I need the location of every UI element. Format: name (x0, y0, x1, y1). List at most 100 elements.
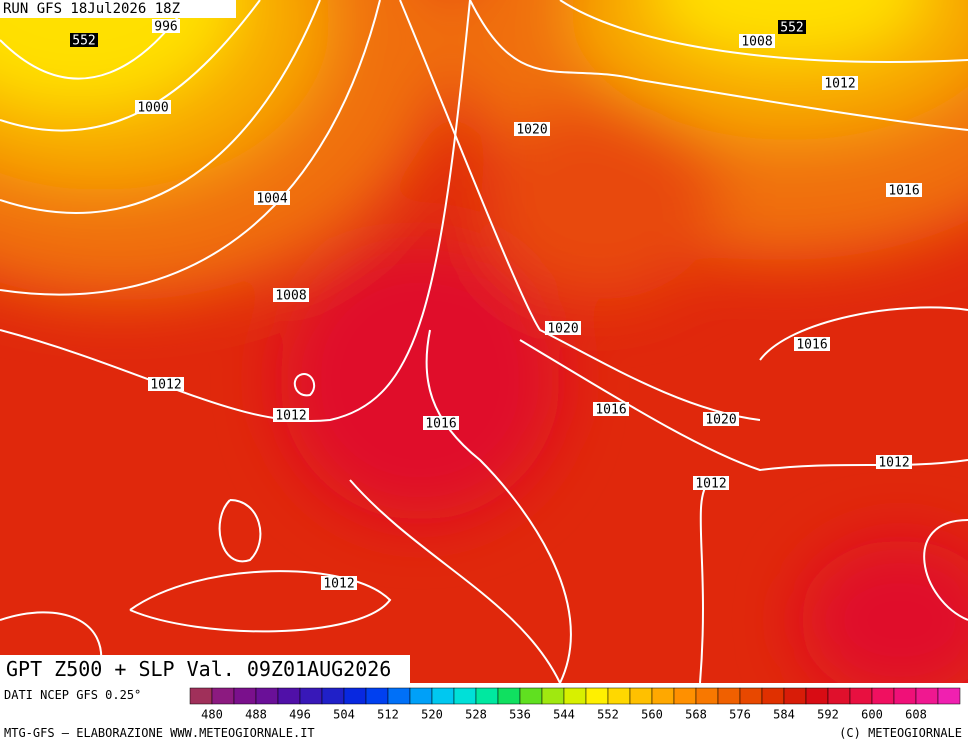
legend-tick-label: 496 (289, 708, 311, 722)
contour-label: 996 (152, 19, 180, 35)
legend-swatch (321, 687, 345, 705)
legend-swatch (783, 687, 807, 705)
legend-swatch (343, 687, 367, 705)
contour-value: 1012 (695, 477, 726, 492)
legend-swatch (673, 687, 697, 705)
legend-tick-label: 480 (201, 708, 223, 722)
label-box (135, 100, 171, 114)
legend-swatch (409, 687, 433, 705)
contour-label: 1012 (321, 576, 357, 592)
contour-label: 1020 (514, 122, 550, 138)
legend-swatch (871, 687, 895, 705)
label-box (886, 183, 922, 197)
legend-tick-label: 584 (773, 708, 795, 722)
legend-swatch (541, 687, 565, 705)
label-box (423, 416, 459, 430)
legend-swatch (387, 687, 411, 705)
contour-label: 1016 (593, 402, 629, 418)
label-box (70, 33, 98, 47)
contour-label: 1020 (545, 321, 581, 337)
legend-swatch (937, 687, 961, 705)
label-box (778, 20, 806, 34)
contour-value: 1012 (150, 378, 181, 393)
legend-swatch (827, 687, 851, 705)
contour-value: 1012 (323, 577, 354, 592)
legend-tick-label: 520 (421, 708, 443, 722)
contour-label: 1012 (876, 455, 912, 471)
contour-value: 1008 (741, 35, 772, 50)
label-box (545, 321, 581, 335)
label-box (148, 377, 184, 391)
legend-swatch (233, 687, 257, 705)
run-label: RUN GFS 18Jul2026 18Z (0, 0, 236, 18)
legend-tick-label: 592 (817, 708, 839, 722)
contour-value: 552 (72, 34, 95, 49)
contour-label: 1020 (703, 412, 739, 428)
legend-swatch (497, 687, 521, 705)
contour-value: 1016 (796, 338, 827, 353)
legend-tick-label: 600 (861, 708, 883, 722)
legend-tick-label: 536 (509, 708, 531, 722)
label-box (593, 402, 629, 416)
contour-value: 996 (154, 20, 177, 35)
contour-value: 1008 (275, 289, 306, 304)
legend-swatch (915, 687, 939, 705)
label-box (703, 412, 739, 426)
label-box (693, 476, 729, 490)
label-box (273, 288, 309, 302)
contour-value: 1016 (595, 403, 626, 418)
label-box (254, 191, 290, 205)
contour-value: 1012 (824, 77, 855, 92)
legend-swatch (563, 687, 587, 705)
label-box (794, 337, 830, 351)
legend-tick-label: 544 (553, 708, 575, 722)
weather-map: 996 552 1000 1004 1008 1012 1012 1016 1020 1020 10… (0, 0, 968, 683)
legend-swatch (695, 687, 719, 705)
legend-swatch (893, 687, 917, 705)
legend-swatch (519, 687, 543, 705)
legend-tick-label: 528 (465, 708, 487, 722)
contour-value: 1020 (516, 123, 547, 138)
legend-swatch (277, 687, 301, 705)
contour-label: 552 (70, 33, 98, 49)
legend-swatch (629, 687, 653, 705)
contour-label: 1000 (135, 100, 171, 116)
label-box (152, 19, 180, 33)
legend-tick-label: 576 (729, 708, 751, 722)
contour-label: 1012 (148, 377, 184, 393)
copyright: (C) METEOGIORNALE (839, 726, 962, 740)
legend-swatch (739, 687, 763, 705)
legend-swatch (585, 687, 609, 705)
contour-value: 1016 (888, 184, 919, 199)
legend-swatch (475, 687, 499, 705)
contour-label: 1008 (739, 34, 775, 50)
contour-label: 1012 (822, 76, 858, 92)
contour-value: 1020 (705, 413, 736, 428)
map-title: GPT Z500 + SLP Val. 09Z01AUG2026 (0, 655, 410, 683)
legend-swatch (365, 687, 389, 705)
contour-label: 1004 (254, 191, 290, 207)
legend-tick-label: 552 (597, 708, 619, 722)
contour-value: 1004 (256, 192, 287, 207)
contour-value: 1012 (878, 456, 909, 471)
contour-value: 552 (780, 21, 803, 36)
contour-label: 1012 (693, 476, 729, 492)
label-box (739, 34, 775, 48)
legend-tick-label: 608 (905, 708, 927, 722)
legend-swatch (255, 687, 279, 705)
legend-swatch (849, 687, 873, 705)
legend-swatch (607, 687, 631, 705)
label-box (273, 408, 309, 422)
legend-tick-label: 488 (245, 708, 267, 722)
contour-value: 1000 (137, 101, 168, 116)
height-field (0, 0, 968, 683)
legend-swatch (431, 687, 455, 705)
legend-tick-label: 512 (377, 708, 399, 722)
legend-swatch (453, 687, 477, 705)
contour-label: 552 (778, 20, 806, 36)
label-box (514, 122, 550, 136)
contour-label: 1016 (423, 416, 459, 432)
color-legend: 480 488 496 504 512 520 528 536 544 552 560 568 576 5… (189, 687, 961, 722)
contour-label: 1012 (273, 408, 309, 424)
